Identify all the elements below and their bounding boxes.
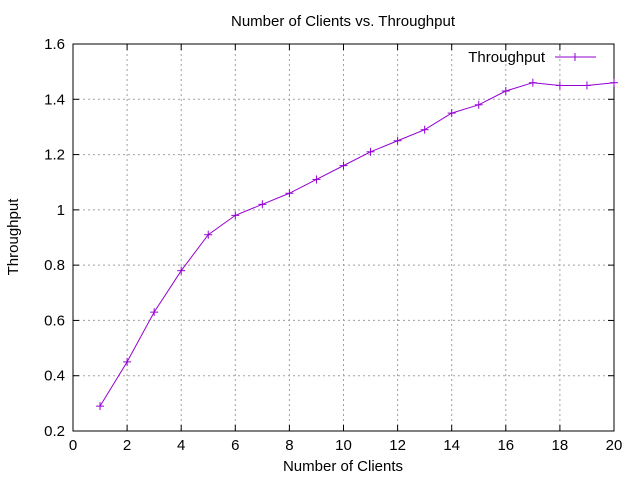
data-point (258, 200, 267, 209)
x-axis-label: Number of Clients (283, 458, 403, 475)
x-tick-label: 16 (497, 437, 514, 454)
series-line (99, 82, 615, 407)
data-point (555, 81, 564, 90)
legend: Throughput (468, 49, 596, 66)
y-tick-label: 1.6 (44, 36, 65, 53)
plot-frame (72, 43, 615, 432)
data-point (420, 125, 429, 134)
x-tick-label: 8 (285, 437, 293, 454)
data-point (366, 147, 375, 156)
data-point (393, 136, 402, 145)
x-tick-label: 14 (443, 437, 460, 454)
axis-ticks: 0 2 4 6 8 10 12 14 16 18 20 0.2 0.4 0.6 0.8 1 1.2 1.4 1.6 (44, 36, 622, 454)
data-point (96, 402, 105, 411)
data-point (231, 211, 240, 220)
data-point (339, 161, 348, 170)
data-point (474, 100, 483, 109)
x-tick-label: 12 (389, 437, 406, 454)
x-tick-label: 10 (335, 437, 352, 454)
data-point (501, 86, 510, 95)
grid-lines (73, 44, 614, 431)
data-point (123, 357, 132, 366)
x-tick-label: 6 (231, 437, 239, 454)
y-tick-label: 0.4 (44, 368, 65, 385)
data-point (447, 109, 456, 118)
data-point (150, 308, 159, 317)
data-point (285, 189, 294, 198)
y-tick-label: 1.4 (44, 91, 65, 108)
y-tick-label: 1 (57, 202, 65, 219)
data-point (528, 78, 537, 87)
y-tick-label: 1.2 (44, 147, 65, 164)
data-point (204, 230, 213, 239)
x-tick-label: 18 (552, 437, 569, 454)
chart-title: Number of Clients vs. Throughput (231, 13, 456, 30)
x-tick-label: 4 (177, 437, 185, 454)
data-point (312, 175, 321, 184)
legend-label: Throughput (468, 49, 546, 66)
data-point (582, 81, 591, 90)
y-axis-label: Throughput (5, 198, 22, 276)
y-tick-label: 0.8 (44, 257, 65, 274)
data-point (177, 266, 186, 275)
data-series (96, 78, 618, 411)
x-tick-label: 0 (69, 437, 77, 454)
y-tick-label: 0.2 (44, 423, 65, 440)
legend-marker (571, 53, 579, 61)
y-tick-label: 0.6 (44, 312, 65, 329)
data-point (610, 78, 618, 87)
x-tick-label: 20 (606, 437, 623, 454)
x-tick-label: 2 (123, 437, 131, 454)
